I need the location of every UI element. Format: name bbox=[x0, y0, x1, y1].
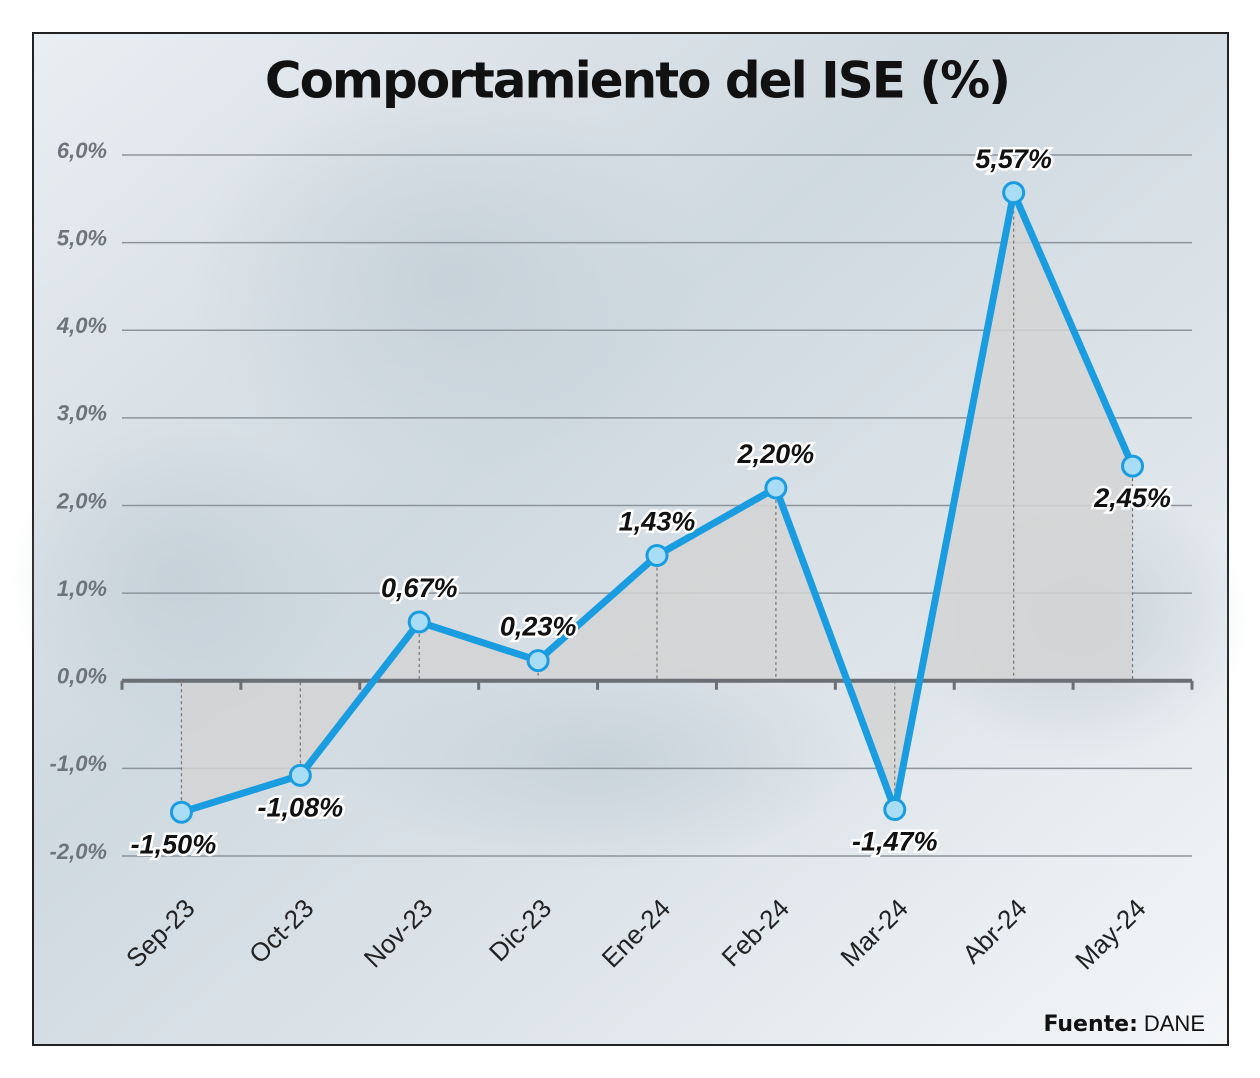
background-decoration bbox=[190, 80, 710, 480]
y-tick-label: 5,0% bbox=[57, 225, 107, 250]
y-tick-label: -2,0% bbox=[50, 839, 107, 864]
value-label: 1,43% bbox=[619, 507, 696, 537]
y-tick-label: 6,0% bbox=[57, 138, 107, 163]
source-label: Fuente: bbox=[1043, 1012, 1137, 1037]
point bbox=[645, 543, 669, 567]
point bbox=[169, 800, 193, 824]
area bbox=[181, 192, 1133, 813]
background-decoration bbox=[340, 650, 860, 870]
point bbox=[1002, 181, 1026, 205]
point bbox=[764, 476, 788, 500]
source: Fuente: DANE bbox=[1043, 1011, 1205, 1037]
point bbox=[407, 610, 431, 634]
y-tick-label: 4,0% bbox=[56, 313, 107, 338]
value-label: -1,50% bbox=[131, 829, 217, 859]
y-tick-label: 2,0% bbox=[56, 488, 107, 513]
value-label: 0,67% bbox=[381, 573, 458, 603]
y-tick-label: 0,0% bbox=[57, 664, 107, 689]
point bbox=[883, 798, 907, 822]
value-label: -1,08% bbox=[258, 793, 344, 823]
value-label: 2,20% bbox=[737, 439, 815, 469]
chart-title: Comportamiento del ISE (%) bbox=[265, 52, 1009, 110]
y-tick-label: 1,0% bbox=[57, 576, 107, 601]
value-label: 2,45% bbox=[1093, 483, 1171, 513]
value-label: 0,23% bbox=[500, 612, 577, 642]
point bbox=[1121, 454, 1145, 478]
y-tick-label: 3,0% bbox=[57, 401, 107, 426]
background-decoration bbox=[10, 420, 350, 740]
source-text: DANE bbox=[1144, 1011, 1205, 1036]
point bbox=[526, 649, 550, 673]
point bbox=[288, 763, 312, 787]
value-label: 5,57% bbox=[975, 144, 1052, 174]
value-label: -1,47% bbox=[852, 827, 938, 857]
y-tick-label: -1,0% bbox=[50, 751, 107, 776]
